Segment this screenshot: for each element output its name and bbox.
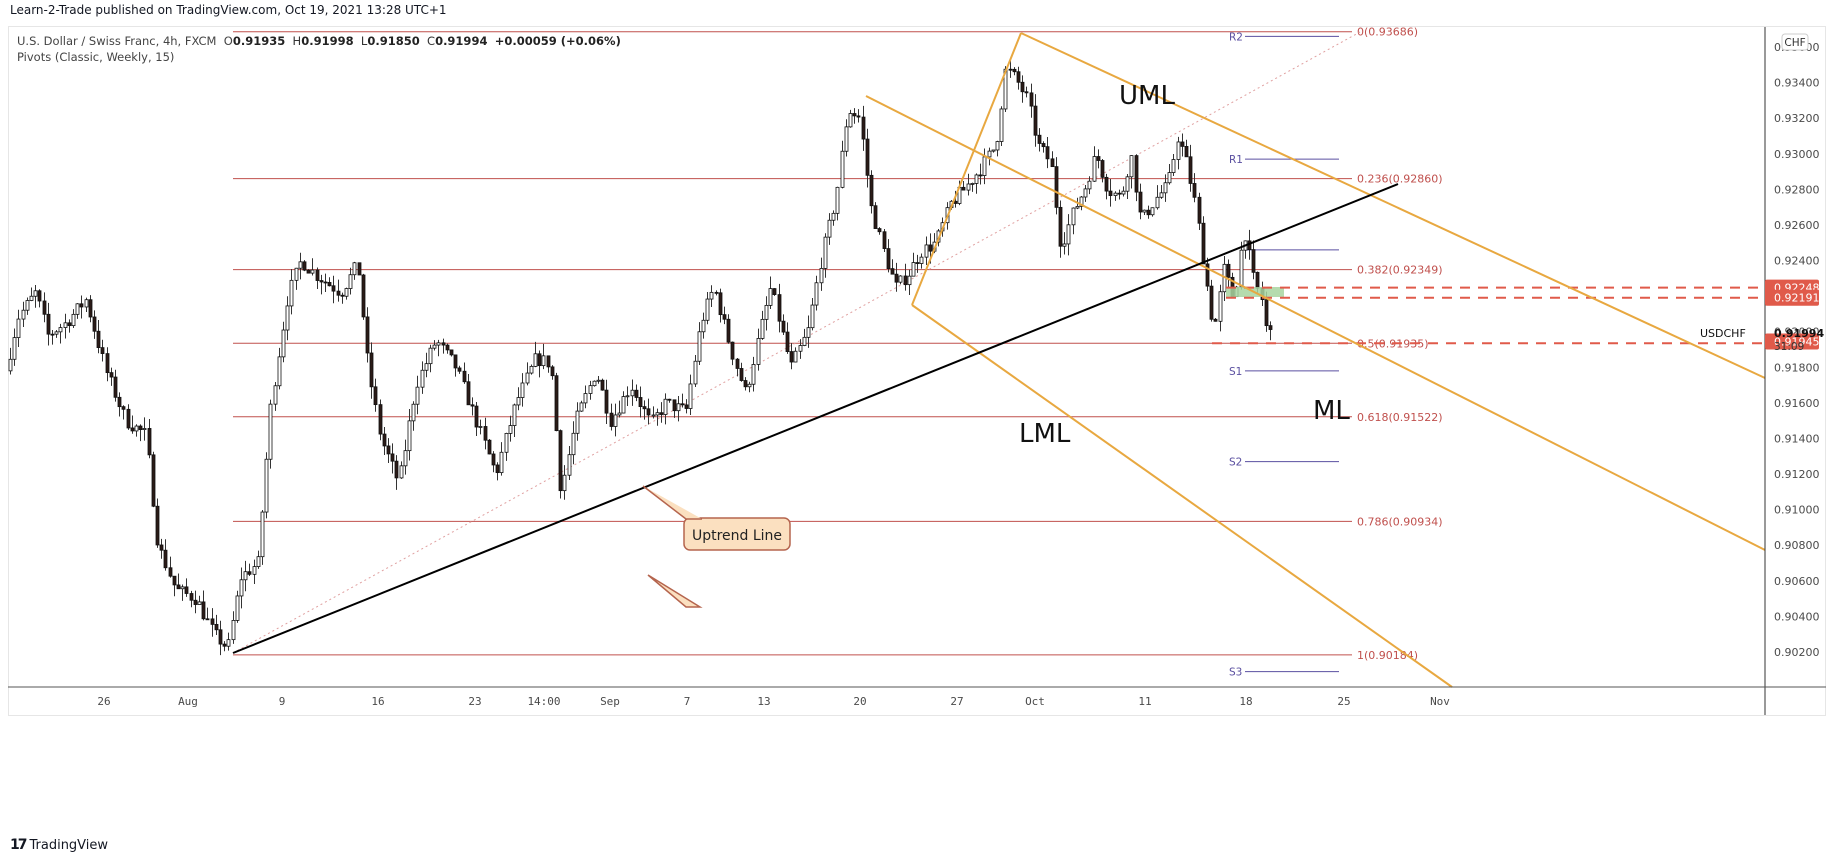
time-tick: 25 <box>1337 695 1350 708</box>
price-tick: 0.90600 <box>1774 575 1820 588</box>
candles <box>8 59 1273 656</box>
price-tick: 0.92600 <box>1774 219 1820 232</box>
last-price: 0.91994 <box>1774 327 1824 340</box>
time-tick: 11 <box>1138 695 1151 708</box>
high-value: 0.91998 <box>301 34 354 48</box>
pivot-label-s3: S3 <box>1229 667 1242 679</box>
price-tick: 0.90200 <box>1774 646 1820 659</box>
publisher-line: Learn-2-Trade published on TradingView.c… <box>10 3 447 17</box>
price-tick: 0.91000 <box>1774 504 1820 517</box>
uml-label: UML <box>1119 81 1175 111</box>
time-tick: 18 <box>1239 695 1252 708</box>
time-tick: Nov <box>1430 695 1450 708</box>
symbol-title[interactable]: U.S. Dollar / Swiss Franc, 4h, FXCM <box>17 34 217 48</box>
pivot-label-r1: R1 <box>1229 154 1243 166</box>
pivot-label-s2: S2 <box>1229 457 1242 469</box>
fib-level-label: 0.236(0.92860) <box>1357 173 1443 186</box>
price-tag-value: 0.91945 <box>1774 335 1820 348</box>
ml-label: ML <box>1313 396 1350 426</box>
time-tick: 26 <box>97 695 110 708</box>
time-tick: 23 <box>468 695 481 708</box>
pivot-lines: R2 R1 S1 S2 S3 <box>1229 31 1339 679</box>
currency-badge: CHF <box>1781 33 1809 51</box>
time-tick: 7 <box>684 695 691 708</box>
tradingview-logo-icon: 17 <box>10 837 28 853</box>
pivot-label-s1: S1 <box>1229 366 1242 378</box>
fib-level-label: 0.382(0.92349) <box>1357 264 1443 277</box>
time-tick: 16 <box>371 695 384 708</box>
tradingview-footer[interactable]: 17 TradingView <box>10 837 108 853</box>
pivot-label-r2: R2 <box>1229 31 1243 43</box>
uptrend-line[interactable] <box>232 183 1399 654</box>
fib-level-label: 0(0.93686) <box>1357 26 1418 39</box>
time-tick: 20 <box>853 695 866 708</box>
fib-diagonal <box>232 31 1361 654</box>
chart-legend: U.S. Dollar / Swiss Franc, 4h, FXCM O0.9… <box>17 33 621 65</box>
price-tick: 0.92400 <box>1774 255 1820 268</box>
open-value: 0.91935 <box>232 34 286 48</box>
price-tag <box>1765 333 1819 350</box>
tradingview-brand: TradingView <box>29 837 109 853</box>
close-value: 0.91994 <box>435 34 488 48</box>
fib-level-label: 0.786(0.90934) <box>1357 515 1443 528</box>
price-tick: 0.91200 <box>1774 468 1820 481</box>
time-tick: 27 <box>950 695 963 708</box>
price-tick: 0.93000 <box>1774 148 1820 161</box>
price-tick: 0.91800 <box>1774 361 1820 374</box>
time-tick: 9 <box>279 695 286 708</box>
price-tick: 0.91600 <box>1774 397 1820 410</box>
change-value: +0.00059 (+0.06%) <box>494 34 621 48</box>
time-tick: 14:00 <box>527 695 560 708</box>
price-tick: 0.93200 <box>1774 112 1820 125</box>
uptrend-callout[interactable]: Uptrend Line <box>642 485 791 608</box>
fib-retracement[interactable]: 0(0.93686) 0.236(0.92860) 0.382(0.92349) 0.… <box>233 26 1443 662</box>
fib-level-label: 0.618(0.91522) <box>1357 411 1443 424</box>
svg-text:CHF: CHF <box>1784 37 1805 49</box>
time-axis[interactable]: 26 Aug 9 16 23 14:00 Sep 7 13 20 27 Oct 11 18 25 Nov <box>97 695 1450 708</box>
ohlc-line: U.S. Dollar / Swiss Franc, 4h, FXCM O0.9… <box>17 34 621 48</box>
price-tick: 0.90800 <box>1774 539 1820 552</box>
callout-text: Uptrend Line <box>692 528 782 544</box>
bar-countdown: 31:09 <box>1774 341 1804 353</box>
dashed-levels[interactable] <box>1212 286 1765 345</box>
price-tick: 0.93400 <box>1774 77 1820 90</box>
lml-label: LML <box>1019 419 1071 449</box>
pitchfork[interactable] <box>865 32 1766 688</box>
price-tick: 0.90400 <box>1774 610 1820 623</box>
time-tick: Sep <box>600 695 620 708</box>
indicator-label[interactable]: Pivots (Classic, Weekly, 15) <box>17 50 175 64</box>
price-tick: 0.91400 <box>1774 432 1820 445</box>
time-tick: Oct <box>1025 695 1045 708</box>
price-tick: 0.92800 <box>1774 183 1820 196</box>
price-tag <box>1765 289 1819 306</box>
chart-frame <box>8 26 1826 716</box>
low-value: 0.91850 <box>367 34 420 48</box>
time-tick: 13 <box>757 695 770 708</box>
time-tick: Aug <box>178 695 198 708</box>
price-tag-value: 0.92191 <box>1774 292 1820 305</box>
symbol-tag: USDCHF <box>1700 327 1746 340</box>
